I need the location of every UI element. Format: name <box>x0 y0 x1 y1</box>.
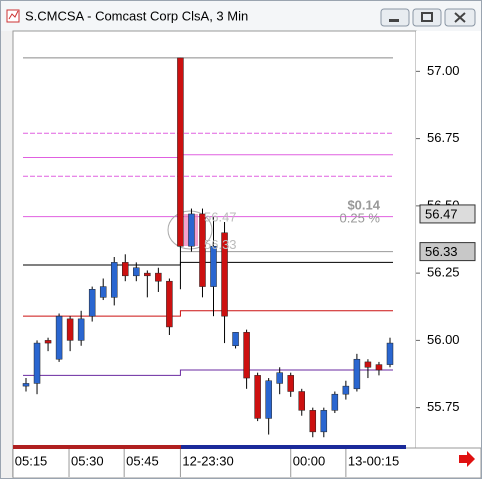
candle-body <box>188 213 195 247</box>
measure-to: 56.47 <box>204 209 237 224</box>
measure-percent: 0.25 % <box>340 210 381 225</box>
maximize-glyph <box>421 12 433 22</box>
level-line <box>23 310 393 317</box>
scroll-arrow[interactable] <box>459 451 475 467</box>
candle-body <box>33 342 41 384</box>
candle-body <box>298 391 305 411</box>
y-tick-label: 56.75 <box>427 130 460 145</box>
measure-change: $0.14 <box>347 197 380 212</box>
candle-body <box>144 272 151 277</box>
candle-body <box>155 272 162 282</box>
x-tick-label: 13-00:15 <box>348 453 399 468</box>
candle-body <box>177 57 184 247</box>
candle-body <box>232 332 239 347</box>
level-line <box>23 369 393 376</box>
candle-body <box>210 245 217 287</box>
x-tick-label: 00:00 <box>293 453 326 468</box>
candle-body <box>77 318 85 341</box>
price-axis <box>416 31 481 448</box>
candle-body <box>342 385 350 395</box>
plot-area <box>12 30 417 449</box>
candle-body <box>110 262 118 298</box>
candle-body <box>386 342 394 365</box>
x-tick-label: 12-23:30 <box>182 453 233 468</box>
price-tag-box <box>419 242 476 262</box>
app-icon-graph <box>8 10 19 20</box>
minimize-button[interactable] <box>380 8 410 27</box>
candle-body <box>276 372 283 384</box>
candle-body <box>331 393 339 411</box>
minimize-glyph <box>389 19 399 22</box>
x-tick-label: 05:15 <box>15 453 48 468</box>
y-tick-label: 56.25 <box>427 265 460 280</box>
maximize-button[interactable] <box>412 8 442 27</box>
candle-body <box>22 383 30 387</box>
window-buttons[interactable] <box>380 8 476 27</box>
x-tick-label: 05:30 <box>71 453 104 468</box>
candle-body <box>55 315 63 360</box>
candle-body <box>221 232 228 317</box>
y-tick-label: 55.75 <box>427 399 460 414</box>
window-title: S.CMCSA - Comcast Corp ClsA, 3 Min <box>25 8 248 23</box>
candle-body <box>88 289 96 317</box>
highlight-ellipse <box>167 210 213 250</box>
candle-body <box>122 262 129 277</box>
app-icon <box>6 9 20 23</box>
session-bar-prev <box>13 445 181 449</box>
candle-body <box>166 280 173 328</box>
time-axis <box>12 447 481 478</box>
candle-body <box>364 361 372 368</box>
candle-body <box>99 286 107 298</box>
candle-body <box>44 340 52 344</box>
candle-body <box>133 267 140 277</box>
candle-body <box>375 364 383 371</box>
price-tag-label: 56.33 <box>425 244 458 259</box>
y-tick-label: 57.00 <box>427 63 460 78</box>
candle-body <box>353 358 361 390</box>
price-tag-label: 56.47 <box>425 206 458 221</box>
candle-body <box>309 410 317 433</box>
candle-body <box>254 375 261 419</box>
price-tag-box <box>419 204 476 224</box>
measure-from: 56.33 <box>204 237 237 252</box>
candle-body <box>199 213 206 287</box>
session-bar-current <box>181 445 406 449</box>
candle-body <box>66 318 74 341</box>
candle-body <box>287 375 294 392</box>
y-tick-label: 56.00 <box>427 332 460 347</box>
candle-body <box>243 332 250 379</box>
candle-body <box>265 380 272 419</box>
candle-body <box>320 410 328 433</box>
close-glyph <box>454 12 466 23</box>
x-tick-label: 05:45 <box>126 453 159 468</box>
